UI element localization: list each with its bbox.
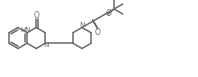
Text: N: N [79,21,85,27]
Text: O: O [95,28,101,37]
Text: O: O [106,9,112,18]
Text: HN: HN [20,27,31,33]
Text: O: O [34,10,40,19]
Text: N: N [43,42,49,48]
